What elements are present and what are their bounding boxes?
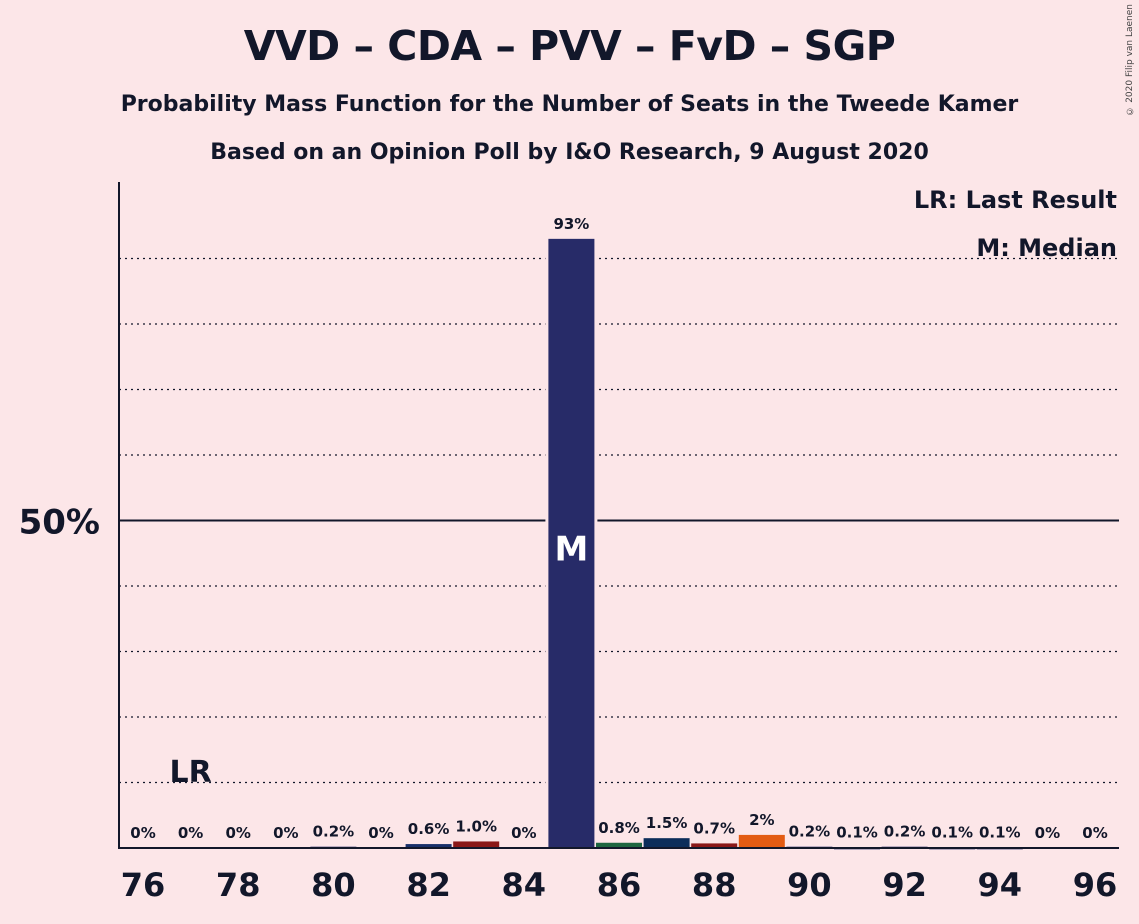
x-tick-92: 92 [882, 866, 927, 904]
y-tick-label: 50% [19, 503, 100, 543]
bar-label-76: 0% [130, 824, 155, 842]
bar-82 [405, 844, 452, 848]
bar-label-89: 2% [749, 811, 774, 829]
chart-source: Based on an Opinion Poll by I&O Research… [210, 140, 929, 165]
bar-label-82: 0.6% [408, 820, 450, 838]
bar-label-90: 0.2% [789, 823, 831, 841]
bar-label-93: 0.1% [931, 823, 973, 841]
chart-subtitle: Probability Mass Function for the Number… [120, 92, 1019, 117]
legend-median: M: Median [976, 234, 1117, 262]
x-tick-76: 76 [121, 866, 166, 904]
legend-last-result: LR: Last Result [913, 186, 1117, 214]
bar-label-87: 1.5% [646, 814, 688, 832]
last-result-marker: LR [169, 755, 211, 790]
x-tick-82: 82 [406, 866, 451, 904]
x-tick-84: 84 [502, 866, 547, 904]
bar-label-84: 0% [511, 824, 536, 842]
bar-label-80: 0.2% [313, 823, 355, 841]
bar-label-95: 0% [1035, 824, 1060, 842]
bar-label-81: 0% [368, 824, 393, 842]
x-tick-80: 80 [311, 866, 356, 904]
bar-86 [596, 842, 642, 848]
bar-label-94: 0.1% [979, 823, 1021, 841]
x-tick-94: 94 [978, 866, 1023, 904]
bar-89 [738, 834, 785, 848]
bar-label-96: 0% [1082, 824, 1107, 842]
bar-label-79: 0% [273, 824, 298, 842]
chart-title: VVD – CDA – PVV – FvD – SGP [243, 22, 896, 70]
x-tick-96: 96 [1073, 866, 1118, 904]
x-tick-78: 78 [216, 866, 261, 904]
median-marker: M [554, 530, 588, 570]
bar-83 [453, 841, 500, 848]
bar-label-78: 0% [225, 824, 250, 842]
bar-label-92: 0.2% [884, 823, 926, 841]
bar-label-83: 1.0% [455, 817, 497, 835]
x-tick-86: 86 [597, 866, 642, 904]
x-tick-88: 88 [692, 866, 737, 904]
bar-85 [548, 238, 595, 849]
bar-label-91: 0.1% [836, 823, 878, 841]
x-tick-90: 90 [787, 866, 832, 904]
bar-label-86: 0.8% [598, 819, 640, 837]
bar-87 [643, 838, 690, 848]
bar-label-77: 0% [178, 824, 203, 842]
bar-label-85: 93% [553, 215, 589, 233]
bar-88 [691, 843, 738, 848]
bar-label-88: 0.7% [693, 819, 735, 837]
